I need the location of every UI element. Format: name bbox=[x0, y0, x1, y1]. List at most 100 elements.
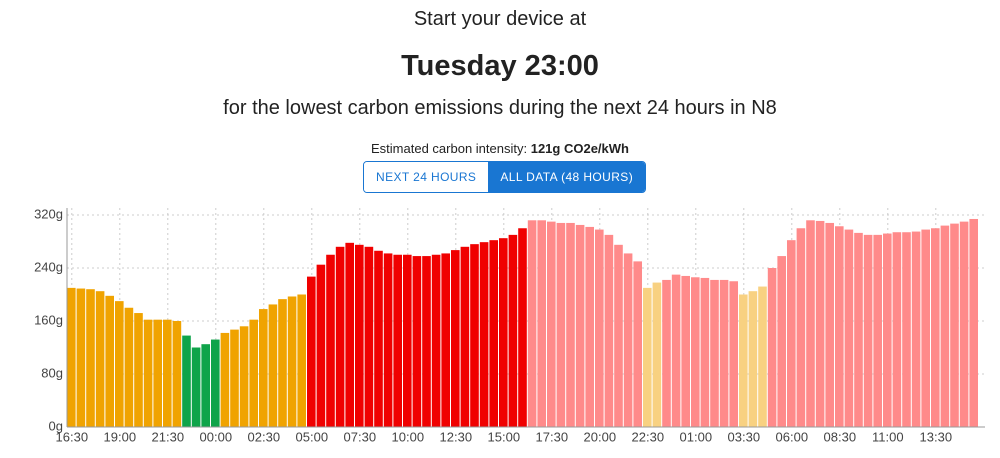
intensity: Estimated carbon intensity: 121g CO2e/kW… bbox=[0, 141, 1000, 156]
x-tick-label: 20:00 bbox=[584, 429, 617, 444]
toggle-button[interactable]: ALL DATA (48 HOURS) bbox=[488, 162, 646, 192]
bar bbox=[86, 289, 95, 427]
bar bbox=[950, 223, 959, 427]
bar bbox=[691, 277, 700, 427]
x-tick-label: 10:00 bbox=[392, 429, 425, 444]
bar bbox=[547, 221, 556, 427]
bar bbox=[767, 268, 777, 427]
y-tick-label: 0g bbox=[49, 418, 63, 433]
bar bbox=[191, 347, 201, 427]
bar bbox=[873, 234, 882, 427]
bar bbox=[700, 277, 710, 427]
bar bbox=[268, 304, 278, 427]
bar bbox=[883, 233, 892, 427]
bar bbox=[441, 253, 450, 427]
bar bbox=[777, 256, 786, 427]
bar bbox=[316, 264, 326, 427]
bar bbox=[815, 220, 825, 427]
bar bbox=[249, 319, 258, 427]
x-tick-label: 22:30 bbox=[632, 429, 665, 444]
bar bbox=[364, 246, 374, 427]
bar bbox=[921, 229, 930, 427]
bar bbox=[259, 309, 268, 427]
bar bbox=[614, 244, 623, 427]
subtitle: for the lowest carbon emissions during t… bbox=[223, 97, 777, 119]
bar bbox=[297, 294, 306, 427]
bar bbox=[460, 246, 470, 427]
x-tick-label: 15:00 bbox=[488, 429, 521, 444]
y-tick-label: 320g bbox=[34, 206, 63, 221]
x-tick-label: 06:00 bbox=[776, 429, 809, 444]
bar bbox=[124, 307, 134, 427]
bar bbox=[412, 256, 422, 427]
bar bbox=[307, 276, 316, 427]
bar bbox=[201, 344, 210, 427]
bar bbox=[335, 246, 345, 427]
bar bbox=[537, 220, 546, 427]
x-tick-label: 19:00 bbox=[104, 429, 137, 444]
bar bbox=[719, 279, 729, 427]
bar bbox=[806, 220, 815, 427]
bar bbox=[403, 254, 412, 427]
bar bbox=[595, 229, 604, 427]
bar bbox=[163, 319, 172, 427]
x-tick-label: 00:00 bbox=[200, 429, 233, 444]
bar bbox=[854, 232, 863, 427]
bar bbox=[739, 294, 748, 427]
bar bbox=[518, 228, 527, 427]
bar bbox=[787, 240, 796, 427]
x-tick-label: 16:30 bbox=[56, 429, 89, 444]
bar bbox=[355, 244, 364, 427]
x-tick-label: 17:30 bbox=[536, 429, 569, 444]
x-tick-label: 11:00 bbox=[872, 429, 904, 444]
y-tick-label: 80g bbox=[41, 365, 63, 380]
toggle-button[interactable]: NEXT 24 HOURS bbox=[364, 162, 489, 192]
bar bbox=[940, 225, 950, 427]
intensity-value: 121g CO2e/kWh bbox=[530, 141, 629, 156]
bar bbox=[585, 226, 594, 427]
bar bbox=[479, 242, 489, 427]
bar bbox=[451, 250, 460, 427]
bar bbox=[470, 244, 479, 427]
bar bbox=[844, 229, 854, 427]
bar bbox=[345, 242, 354, 427]
bar bbox=[748, 291, 758, 427]
bar bbox=[892, 232, 902, 427]
intensity-label: Estimated carbon intensity: bbox=[371, 141, 528, 156]
bar bbox=[527, 220, 537, 427]
bar bbox=[575, 224, 585, 427]
bar bbox=[499, 238, 508, 427]
bar bbox=[134, 313, 143, 427]
bar bbox=[623, 253, 633, 427]
x-tick-label: 03:30 bbox=[728, 429, 761, 444]
bar bbox=[220, 332, 230, 427]
bar bbox=[76, 288, 86, 427]
bar bbox=[643, 287, 652, 427]
bar bbox=[556, 222, 566, 427]
bar bbox=[326, 254, 335, 427]
time: Tuesday 23:00 bbox=[401, 50, 599, 82]
bar bbox=[671, 274, 681, 427]
bar bbox=[278, 299, 287, 427]
bar bbox=[95, 291, 105, 427]
bar bbox=[911, 231, 921, 427]
bar bbox=[662, 279, 671, 427]
bar bbox=[902, 232, 911, 427]
bar bbox=[239, 326, 249, 427]
bar bbox=[729, 281, 738, 427]
bar bbox=[710, 279, 719, 427]
bar bbox=[143, 319, 153, 427]
bar bbox=[825, 222, 834, 427]
bar bbox=[566, 222, 575, 427]
bar bbox=[633, 261, 642, 427]
x-tick-label: 01:00 bbox=[680, 429, 713, 444]
bar bbox=[604, 234, 614, 427]
bar bbox=[67, 287, 76, 427]
bar bbox=[105, 295, 114, 427]
toggle: NEXT 24 HOURS ALL DATA (48 HOURS) bbox=[363, 161, 647, 193]
y-tick-label: 160g bbox=[34, 312, 63, 327]
intro: Start your device at bbox=[413, 8, 587, 30]
x-tick-label: 12:30 bbox=[440, 429, 473, 444]
bar bbox=[115, 301, 124, 427]
x-tick-label: 21:30 bbox=[152, 429, 185, 444]
